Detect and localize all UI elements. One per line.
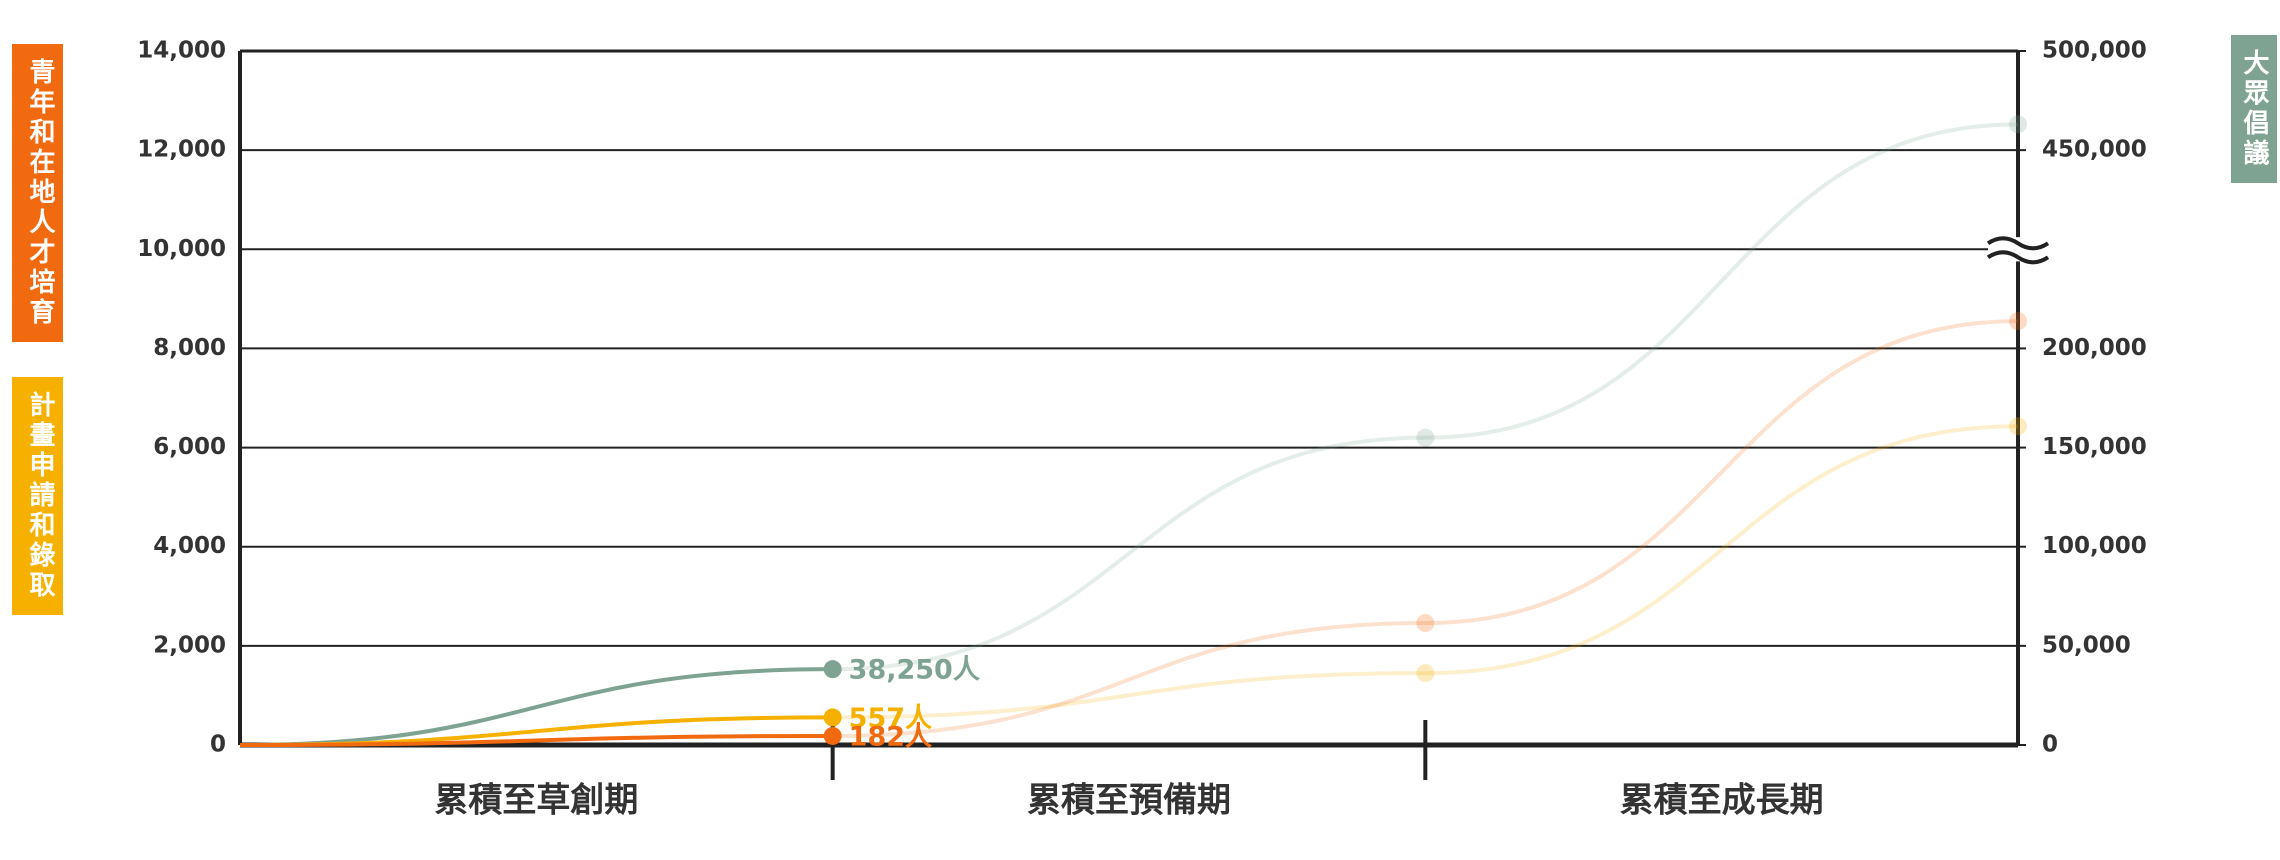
line — [239, 733, 833, 747]
y2-tick-label: 50,000 — [2042, 632, 2131, 658]
line — [239, 667, 833, 747]
y2-tick-label: 450,000 — [2042, 137, 2147, 163]
y-tick-label: 6,000 — [153, 434, 226, 460]
legend-item: 計畫申請和錄取 — [12, 377, 63, 615]
point — [2009, 312, 2027, 331]
point — [1416, 664, 1435, 683]
y2-tick-label: 200,000 — [2042, 335, 2147, 361]
line-faded — [832, 424, 2019, 720]
y-tick-label: 0 — [210, 732, 226, 758]
y-tick-label: 12,000 — [137, 137, 226, 163]
y-tick-label: 14,000 — [137, 38, 226, 64]
x-tick-label: 累積至預備期 — [1027, 781, 1231, 821]
x-tick-label: 累積至草創期 — [434, 781, 638, 821]
line-faded — [832, 122, 2019, 672]
x-tick-label: 累積至成長期 — [1620, 781, 1824, 821]
break-mask — [1988, 237, 2048, 262]
point — [823, 708, 842, 727]
y-tick-label: 8,000 — [153, 335, 226, 361]
point — [823, 726, 842, 745]
y2-tick-label: 0 — [2042, 732, 2058, 758]
axis-break — [1986, 236, 2050, 265]
point — [1416, 428, 1435, 447]
y-tick-label: 10,000 — [137, 236, 226, 262]
value-label: 38,250人 — [849, 655, 980, 686]
value-label: 182人 — [849, 721, 932, 752]
legend-item: 青年和在地人才培育 — [12, 44, 63, 342]
point — [2009, 417, 2027, 436]
legend-item: 大眾倡議 — [2231, 35, 2277, 183]
y2-tick-label: 150,000 — [2042, 434, 2147, 460]
y-tick-label: 4,000 — [153, 533, 226, 559]
point — [823, 660, 842, 679]
point — [2009, 115, 2027, 134]
point — [1416, 614, 1435, 633]
line-faded — [832, 319, 2019, 738]
y2-tick-label: 500,000 — [2042, 38, 2147, 64]
value-label: 557人 — [849, 703, 932, 734]
y2-tick-label: 100,000 — [2042, 533, 2147, 559]
y-tick-label: 2,000 — [153, 632, 226, 658]
